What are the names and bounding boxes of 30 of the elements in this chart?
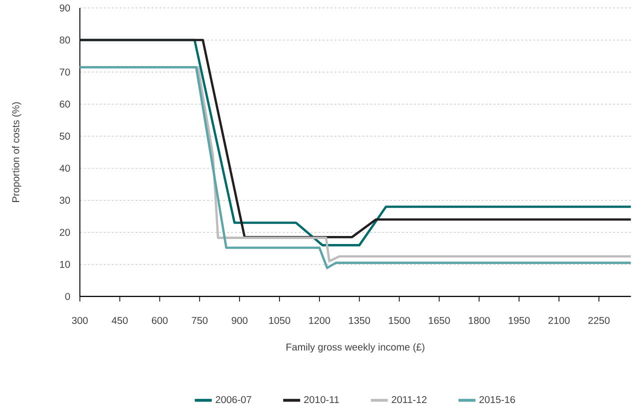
y-tick-label: 30 [60, 196, 70, 204]
y-tick-label: 50 [60, 132, 70, 140]
x-tick-label: 2250 [588, 316, 610, 324]
legend-label: 2011-12 [392, 396, 427, 404]
legend-label: 2010-11 [304, 396, 339, 404]
x-tick-label: 1650 [428, 316, 450, 324]
x-tick-label: 750 [192, 316, 208, 324]
x-tick-label: 1500 [388, 316, 410, 324]
x-tick-label: 2100 [548, 316, 570, 324]
x-tick-label: 1800 [468, 316, 490, 324]
y-tick-label: 80 [60, 36, 70, 44]
x-tick-label: 1950 [508, 316, 530, 324]
y-tick-label: 60 [60, 100, 70, 108]
y-tick-label: 90 [60, 4, 70, 12]
legend-label: 2006-07 [216, 396, 252, 404]
x-tick-label: 900 [232, 316, 248, 324]
x-tick-label: 1350 [349, 316, 370, 324]
x-axis-title: Family gross weekly income (£) [286, 343, 424, 352]
x-tick-label: 300 [72, 316, 88, 324]
y-tick-label: 0 [65, 292, 70, 300]
legend-label: 2015-16 [479, 396, 515, 404]
y-axis-title: Proportion of costs (%) [12, 102, 22, 202]
y-tick-label: 70 [60, 68, 70, 76]
y-tick-label: 10 [60, 260, 70, 268]
x-tick-label: 1050 [269, 316, 290, 324]
x-tick-label: 1200 [309, 316, 330, 324]
x-tick-label: 450 [112, 316, 128, 324]
y-tick-label: 20 [60, 228, 70, 236]
x-tick-label: 600 [152, 316, 168, 324]
y-tick-label: 40 [60, 164, 70, 172]
